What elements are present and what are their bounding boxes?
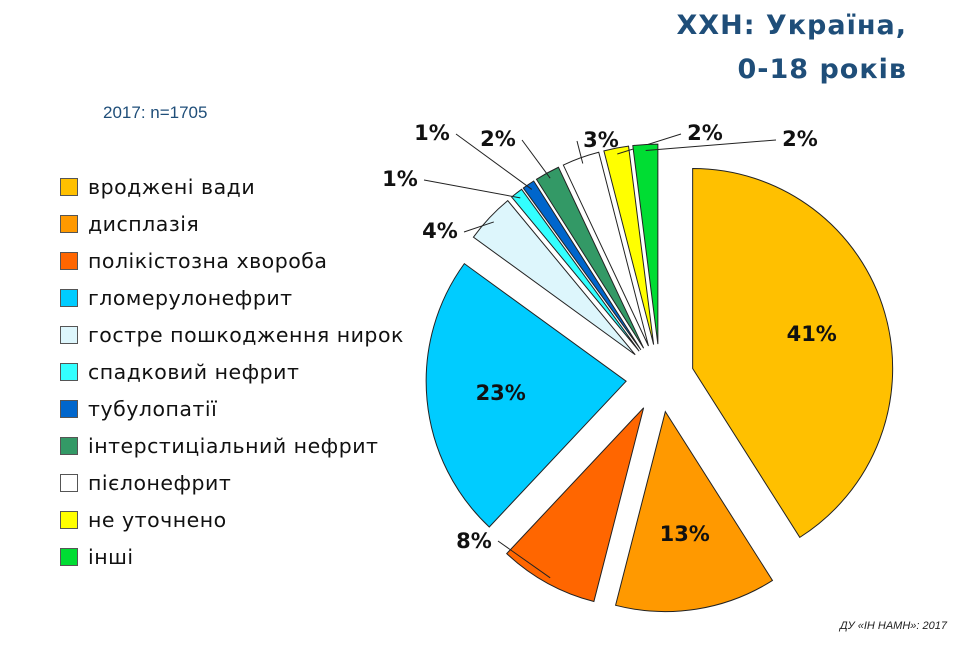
slice-label: 1%: [382, 167, 418, 191]
legend-swatch: [60, 325, 78, 344]
slice-label: 8%: [456, 529, 492, 553]
legend-item: гломерулонефрит: [60, 279, 404, 316]
pie-slice: [562, 151, 649, 347]
leader-line: [521, 139, 551, 179]
leader-line: [423, 179, 521, 199]
slice-label: 3%: [583, 128, 619, 152]
legend-item: інтерстиціальний нефрит: [60, 427, 404, 464]
chart-title: ХХН: Україна, 0-18 років: [676, 4, 907, 92]
pie-slice: [472, 199, 636, 356]
slice-label: 1%: [414, 121, 450, 145]
legend-swatch: [60, 436, 78, 455]
pie-slice: [506, 407, 645, 603]
legend-label: гостре пошкодження нирок: [88, 322, 404, 347]
leader-line: [576, 140, 584, 164]
legend-swatch: [60, 251, 78, 270]
legend-item: полікістозна хвороба: [60, 242, 404, 279]
leader-line: [463, 221, 494, 233]
legend-swatch: [60, 510, 78, 529]
legend-label: спадковий нефрит: [88, 359, 300, 384]
pie-slice: [535, 166, 645, 349]
pie-slice: [632, 143, 659, 345]
pie-slice: [692, 168, 894, 539]
legend-item: тубулопатії: [60, 390, 404, 427]
slice-label: 41%: [787, 322, 837, 346]
title-line-1: ХХН: Україна,: [676, 10, 907, 41]
legend-swatch: [60, 214, 78, 233]
legend-item: гостре пошкодження нирок: [60, 316, 404, 353]
slice-label: 2%: [480, 127, 516, 151]
legend-label: не уточнено: [88, 507, 227, 532]
legend-item: дисплазія: [60, 205, 404, 242]
legend-item: не уточнено: [60, 501, 404, 538]
slice-label: 13%: [660, 522, 710, 546]
legend-swatch: [60, 399, 78, 418]
slice-label: 2%: [687, 121, 723, 145]
pie-slice: [603, 145, 655, 345]
slice-label: 4%: [422, 219, 458, 243]
legend-swatch: [60, 547, 78, 566]
pie-slice: [614, 410, 774, 613]
legend-label: пієлонефрит: [88, 470, 232, 495]
legend-swatch: [60, 177, 78, 196]
legend-label: інтерстиціальний нефрит: [88, 433, 379, 458]
legend-item: інші: [60, 538, 404, 575]
chart-legend: вроджені вади дисплазія полікістозна хворо…: [60, 168, 404, 575]
legend-label: полікістозна хвороба: [88, 248, 328, 273]
pie-slice: [510, 188, 640, 352]
legend-item: пієлонефрит: [60, 464, 404, 501]
legend-item: спадковий нефрит: [60, 353, 404, 390]
legend-item: вроджені вади: [60, 168, 404, 205]
legend-swatch: [60, 362, 78, 381]
slice-label: 2%: [782, 127, 818, 151]
legend-label: гломерулонефрит: [88, 285, 293, 310]
legend-label: інші: [88, 544, 134, 569]
chart-subtitle: 2017: n=1705: [103, 103, 208, 122]
slice-label: 23%: [476, 381, 526, 405]
legend-label: вроджені вади: [88, 174, 256, 199]
pie-slice: [522, 180, 642, 351]
leader-line: [455, 133, 533, 190]
leader-line: [645, 139, 777, 151]
pie-slice: [425, 262, 627, 528]
title-line-2: 0-18 років: [737, 54, 907, 85]
legend-label: тубулопатії: [88, 396, 218, 421]
legend-swatch: [60, 288, 78, 307]
legend-swatch: [60, 473, 78, 492]
source-credit: ДУ «ІН НАМН»: 2017: [839, 620, 947, 632]
leader-line: [497, 540, 551, 579]
legend-label: дисплазія: [88, 211, 200, 236]
